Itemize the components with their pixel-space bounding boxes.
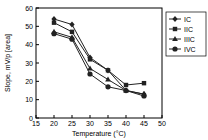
data-point <box>123 87 128 93</box>
y-tick <box>36 99 39 100</box>
data-point <box>123 88 128 93</box>
legend: IC IIC IIIC IVC <box>166 12 206 56</box>
series-line <box>54 34 144 96</box>
data-point <box>105 67 110 73</box>
x-axis-label: Temperature (°C) <box>72 130 126 138</box>
y-axis-label: Slope, mV/p [area] <box>4 34 12 92</box>
series-line <box>54 19 144 94</box>
y-tick <box>36 26 39 27</box>
data-point <box>141 93 146 98</box>
x-tick <box>72 115 73 118</box>
x-tick-label: 45 <box>140 120 148 127</box>
data-point <box>52 20 56 24</box>
y-tick <box>36 63 39 64</box>
plot-frame <box>36 8 162 118</box>
data-point <box>123 87 129 92</box>
legend-label: IC <box>184 16 191 23</box>
series-line <box>54 32 144 94</box>
data-point <box>106 68 110 72</box>
legend-label: IVC <box>184 46 196 53</box>
y-tick-label: 40 <box>25 41 33 48</box>
legend-marker <box>172 16 177 22</box>
legend-label: IIC <box>184 26 193 33</box>
y-tick <box>36 8 39 9</box>
y-tick-label: 20 <box>25 78 33 85</box>
y-tick-label: 60 <box>25 5 33 12</box>
x-tick <box>108 115 109 118</box>
x-tick <box>162 115 163 118</box>
data-point <box>105 76 111 81</box>
plot-area <box>51 16 147 99</box>
y-tick-label: 30 <box>25 60 33 67</box>
data-point <box>88 57 92 61</box>
data-point <box>124 83 128 87</box>
x-tick <box>144 115 145 118</box>
series-line <box>54 23 144 85</box>
legend-marker <box>173 27 177 31</box>
y-tick <box>36 44 39 45</box>
legend-label: IIIC <box>184 36 195 43</box>
x-tick <box>54 115 55 118</box>
legend-marker <box>172 36 178 41</box>
data-point <box>105 84 110 89</box>
x-tick-label: 30 <box>86 120 94 127</box>
legend-marker <box>172 46 177 51</box>
data-point <box>142 81 146 85</box>
y-tick-label: 10 <box>25 96 33 103</box>
x-tick-label: 50 <box>158 120 166 127</box>
y-tick-label: 50 <box>25 23 33 30</box>
chart-svg: 01020304050601520253035404550Temperature… <box>0 0 208 140</box>
chart-container: 01020304050601520253035404550Temperature… <box>0 0 208 140</box>
data-point <box>87 71 92 76</box>
data-point <box>69 21 74 27</box>
x-tick <box>126 115 127 118</box>
data-point <box>87 54 92 60</box>
x-tick <box>36 115 37 118</box>
x-tick-label: 15 <box>32 120 40 127</box>
legend-box <box>166 12 206 56</box>
data-point <box>70 30 74 34</box>
x-tick-label: 25 <box>68 120 76 127</box>
x-tick <box>90 115 91 118</box>
x-tick-label: 40 <box>122 120 130 127</box>
data-point <box>51 31 56 36</box>
data-point <box>69 37 74 42</box>
y-tick <box>36 81 39 82</box>
x-tick-label: 35 <box>104 120 112 127</box>
x-tick-label: 20 <box>50 120 58 127</box>
